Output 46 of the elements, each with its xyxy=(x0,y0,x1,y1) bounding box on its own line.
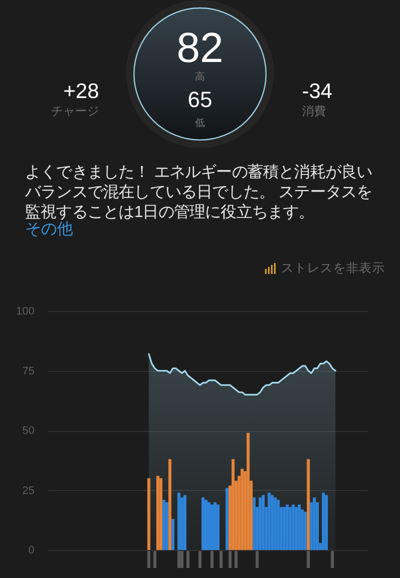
bar xyxy=(171,518,174,550)
bar xyxy=(276,500,280,550)
y-tick-label: 75 xyxy=(22,365,34,378)
bar xyxy=(216,504,220,550)
bar xyxy=(240,468,244,550)
text: 65 xyxy=(188,87,212,112)
text: 低 xyxy=(195,118,205,129)
text: 82 xyxy=(176,24,224,71)
text: 消費 xyxy=(302,104,326,118)
bar xyxy=(246,432,250,550)
bar xyxy=(168,459,172,550)
bar xyxy=(288,506,292,550)
bar xyxy=(274,497,277,550)
bar xyxy=(324,495,328,550)
text: チャージ xyxy=(51,104,99,118)
bar xyxy=(258,497,262,550)
y-tick-label: 100 xyxy=(16,306,34,318)
text: ストレスを非表示 xyxy=(281,261,385,275)
bar xyxy=(226,488,229,550)
text: -34 xyxy=(302,80,332,103)
bar xyxy=(165,502,168,550)
bar xyxy=(270,495,274,550)
bar xyxy=(252,497,256,550)
text: よくできました！ エネルギーの蓄積と消耗が良いバランスで混在している日でした。 ステータスを監視することは1日の管理に役立ちます。 xyxy=(25,163,374,221)
bar xyxy=(292,504,295,550)
bar xyxy=(294,506,298,550)
bar xyxy=(159,478,162,550)
bar xyxy=(268,492,271,550)
bar xyxy=(162,500,166,550)
bar xyxy=(312,497,316,550)
bar xyxy=(156,476,160,550)
bar xyxy=(304,512,307,550)
y-tick-label: 50 xyxy=(22,425,34,437)
bar xyxy=(282,506,286,550)
y-tick-label: 25 xyxy=(22,484,34,497)
bar xyxy=(183,495,186,550)
bar xyxy=(298,504,301,550)
text: その他 xyxy=(25,221,73,238)
bar xyxy=(286,504,289,550)
bar xyxy=(232,459,235,550)
bar xyxy=(322,492,325,550)
bar xyxy=(262,495,265,550)
text: 高 xyxy=(195,72,205,83)
bar xyxy=(201,497,204,550)
text: +28 xyxy=(63,80,99,103)
y-tick-label: 0 xyxy=(28,544,34,556)
